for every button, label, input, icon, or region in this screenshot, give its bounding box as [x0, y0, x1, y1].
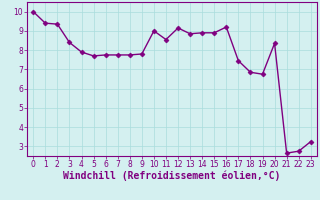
X-axis label: Windchill (Refroidissement éolien,°C): Windchill (Refroidissement éolien,°C) — [63, 171, 281, 181]
